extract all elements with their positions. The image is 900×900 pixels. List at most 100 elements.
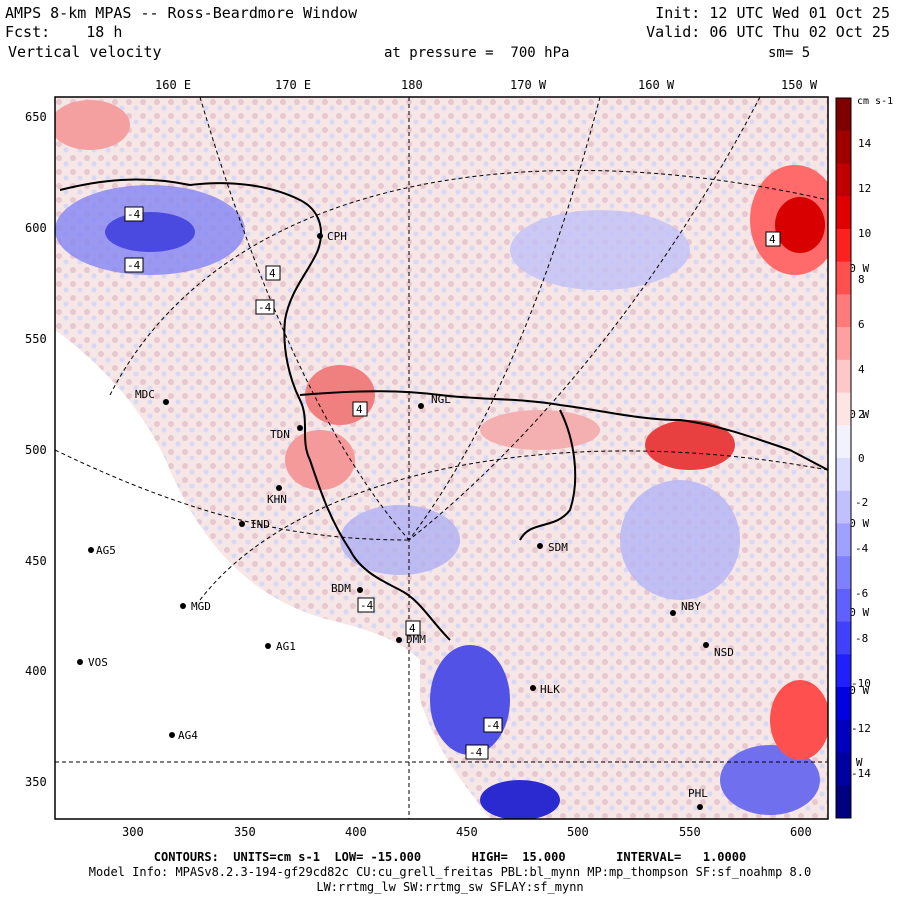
svg-text:550: 550 [25, 332, 47, 346]
smoothing: sm= 5 [768, 45, 811, 61]
station-nby: NBY [670, 600, 701, 616]
svg-text:450: 450 [25, 554, 47, 568]
svg-text:-4: -4 [855, 542, 869, 555]
svg-text:14: 14 [858, 137, 872, 150]
svg-text:10: 10 [858, 227, 871, 240]
svg-text:400: 400 [345, 825, 367, 839]
colorbar-swatch [836, 556, 851, 590]
svg-text:BDM: BDM [331, 582, 351, 595]
contour-label: -4 [124, 257, 144, 273]
contour-label: -4 [483, 717, 503, 733]
top-lon-label: 180 [401, 78, 423, 92]
colorbar-swatch [836, 327, 851, 361]
svg-text:0: 0 [858, 452, 865, 465]
svg-text:-2: -2 [855, 496, 868, 509]
svg-text:CPH: CPH [327, 230, 347, 243]
colorbar-frame [835, 97, 852, 819]
svg-text:KHN: KHN [267, 493, 287, 506]
svg-text:VOS: VOS [88, 656, 108, 669]
svg-text:PHL: PHL [688, 787, 708, 800]
colorbar-swatch [836, 98, 851, 132]
contour-label: -4 [357, 597, 375, 613]
svg-text:4: 4 [858, 363, 865, 376]
svg-text:550: 550 [679, 825, 701, 839]
svg-text:300: 300 [122, 825, 144, 839]
svg-text:-6: -6 [855, 587, 868, 600]
svg-text:TDN: TDN [270, 428, 290, 441]
svg-text:500: 500 [25, 443, 47, 457]
svg-text:600: 600 [25, 221, 47, 235]
colorbar-swatch [836, 359, 851, 394]
svg-text:-4: -4 [486, 719, 500, 732]
top-lon-label: 150 W [781, 78, 818, 92]
colorbar-labels: 14 12 10 8 6 4 2 0 -2 -4 -6 -8 -10 -12 -… [851, 137, 872, 780]
svg-text:400: 400 [25, 664, 47, 678]
colorbar-swatch [836, 392, 851, 426]
svg-text:AG4: AG4 [178, 729, 198, 742]
colorbar-swatch [836, 785, 851, 819]
colorbar-swatch [836, 294, 851, 328]
station-bdm: BDM [331, 582, 363, 595]
contour-label: 4 [405, 620, 421, 636]
station-vos: VOS [77, 656, 108, 669]
station-ag1: AG1 [265, 640, 296, 653]
svg-text:4: 4 [269, 267, 276, 280]
svg-text:650: 650 [25, 110, 47, 124]
colorbar-units: cm s-1 [857, 96, 893, 107]
svg-text:NGL: NGL [431, 393, 451, 406]
contour-label: -4 [124, 206, 144, 222]
station-hlk: HLK [530, 683, 560, 696]
svg-text:350: 350 [25, 775, 47, 789]
svg-text:-4: -4 [258, 301, 272, 314]
svg-text:-4: -4 [469, 746, 483, 759]
init-time: Init: 12 UTC Wed 01 Oct 25 [655, 4, 890, 22]
top-lon-label: 170 W [510, 78, 547, 92]
top-lon-label: 160 W [638, 78, 675, 92]
x-axis: 300 350 400 450 500 550 600 [122, 825, 812, 839]
station-sdm: SDM [537, 541, 568, 554]
colorbar-swatch [836, 261, 851, 295]
colorbar-swatch [836, 621, 851, 655]
station-phl: PHL [688, 787, 708, 810]
top-lon-label: 170 E [275, 78, 311, 92]
colorbar-swatch [836, 130, 851, 164]
colorbar-swatch [836, 523, 851, 557]
forecast-hour: Fcst: 18 h [5, 23, 123, 41]
svg-text:HLK: HLK [540, 683, 560, 696]
svg-text:350: 350 [234, 825, 256, 839]
svg-text:AG1: AG1 [276, 640, 296, 653]
svg-text:-14: -14 [851, 767, 871, 780]
svg-text:-4: -4 [127, 208, 141, 221]
svg-text:NBY: NBY [681, 600, 701, 613]
svg-text:-10: -10 [851, 677, 871, 690]
svg-text:SDM: SDM [548, 541, 568, 554]
station-mdc: MDC [135, 388, 169, 405]
svg-text:8: 8 [858, 273, 865, 286]
colorbar-swatch [836, 163, 851, 197]
svg-text:DMM: DMM [406, 633, 426, 646]
svg-text:MDC: MDC [135, 388, 155, 401]
svg-text:6: 6 [858, 318, 865, 331]
model-info: Model Info: MPASv8.2.3-194-gf29cd82c CU:… [88, 865, 812, 879]
y-axis: 650 600 550 500 450 400 350 [25, 110, 47, 789]
svg-text:2: 2 [858, 408, 865, 421]
colorbar-swatch [836, 752, 851, 786]
svg-text:-4: -4 [127, 259, 141, 272]
colorbar-swatch [836, 228, 851, 263]
colorbar-swatch [836, 654, 851, 688]
station-mgd: MGD [180, 600, 211, 613]
station-ngl: NGL [418, 393, 451, 409]
svg-text:4: 4 [409, 622, 416, 635]
svg-text:MGD: MGD [191, 600, 211, 613]
svg-text:-4: -4 [360, 599, 374, 612]
contour-info: CONTOURS: UNITS=cm s-1 LOW= -15.000 HIGH… [153, 850, 747, 864]
contour-label: 4 [352, 401, 368, 417]
field-name: Vertical velocity [8, 43, 162, 61]
valid-time: Valid: 06 UTC Thu 02 Oct 25 [646, 23, 890, 41]
svg-text:450: 450 [456, 825, 478, 839]
station-ag5: AG5 [88, 544, 116, 557]
svg-text:-8: -8 [855, 632, 868, 645]
svg-text:500: 500 [567, 825, 589, 839]
colorbar-swatch [836, 425, 851, 459]
